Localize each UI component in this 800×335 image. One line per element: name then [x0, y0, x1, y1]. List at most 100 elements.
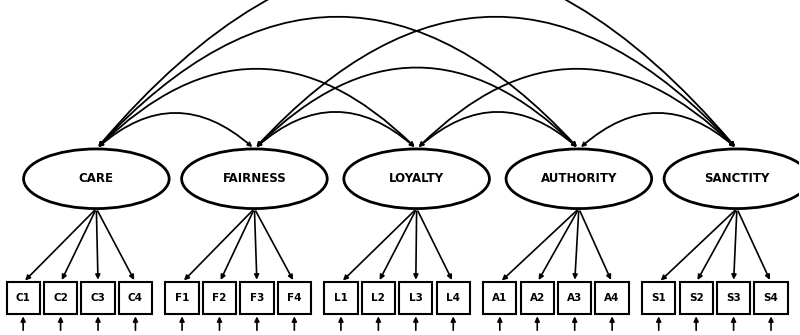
- FancyArrowPatch shape: [503, 210, 577, 279]
- FancyArrowPatch shape: [258, 68, 575, 146]
- FancyBboxPatch shape: [754, 282, 788, 314]
- Text: F3: F3: [250, 293, 264, 303]
- FancyArrowPatch shape: [732, 211, 737, 278]
- FancyArrowPatch shape: [732, 318, 735, 330]
- FancyBboxPatch shape: [240, 282, 274, 314]
- Ellipse shape: [23, 149, 169, 209]
- FancyArrowPatch shape: [134, 318, 138, 330]
- Text: SANCTITY: SANCTITY: [704, 172, 770, 185]
- FancyArrowPatch shape: [100, 69, 414, 146]
- Text: S2: S2: [689, 293, 703, 303]
- FancyArrowPatch shape: [22, 318, 25, 330]
- FancyArrowPatch shape: [258, 17, 734, 145]
- FancyArrowPatch shape: [186, 211, 253, 279]
- FancyBboxPatch shape: [166, 282, 198, 314]
- FancyBboxPatch shape: [362, 282, 395, 314]
- FancyBboxPatch shape: [642, 282, 675, 314]
- FancyArrowPatch shape: [573, 318, 577, 330]
- Text: FAIRNESS: FAIRNESS: [222, 172, 286, 185]
- FancyArrowPatch shape: [381, 211, 415, 278]
- FancyBboxPatch shape: [203, 282, 236, 314]
- Text: A4: A4: [605, 293, 620, 303]
- Text: A2: A2: [530, 293, 545, 303]
- Text: L4: L4: [446, 293, 460, 303]
- FancyArrowPatch shape: [293, 318, 296, 330]
- FancyArrowPatch shape: [698, 211, 735, 278]
- Text: S3: S3: [726, 293, 741, 303]
- FancyArrowPatch shape: [769, 318, 773, 330]
- FancyArrowPatch shape: [535, 318, 539, 330]
- FancyArrowPatch shape: [258, 112, 413, 146]
- FancyArrowPatch shape: [96, 318, 100, 330]
- FancyArrowPatch shape: [738, 211, 770, 278]
- Text: C4: C4: [128, 293, 143, 303]
- FancyArrowPatch shape: [98, 211, 134, 278]
- FancyBboxPatch shape: [558, 282, 591, 314]
- Text: F4: F4: [287, 293, 302, 303]
- Text: LOYALTY: LOYALTY: [389, 172, 444, 185]
- Text: F1: F1: [175, 293, 190, 303]
- FancyArrowPatch shape: [99, 0, 734, 145]
- FancyArrowPatch shape: [26, 210, 94, 279]
- Ellipse shape: [182, 149, 327, 209]
- FancyArrowPatch shape: [414, 211, 418, 278]
- FancyBboxPatch shape: [679, 282, 713, 314]
- FancyBboxPatch shape: [278, 282, 311, 314]
- FancyBboxPatch shape: [483, 282, 517, 314]
- FancyBboxPatch shape: [44, 282, 78, 314]
- Text: F2: F2: [212, 293, 226, 303]
- FancyArrowPatch shape: [62, 211, 95, 278]
- Text: C1: C1: [16, 293, 30, 303]
- FancyArrowPatch shape: [539, 211, 578, 278]
- FancyArrowPatch shape: [580, 211, 610, 278]
- FancyArrowPatch shape: [414, 318, 418, 330]
- FancyBboxPatch shape: [119, 282, 152, 314]
- FancyArrowPatch shape: [420, 69, 734, 146]
- FancyArrowPatch shape: [498, 318, 502, 330]
- Text: AUTHORITY: AUTHORITY: [541, 172, 617, 185]
- Text: CARE: CARE: [79, 172, 114, 185]
- FancyArrowPatch shape: [58, 318, 62, 330]
- Ellipse shape: [344, 149, 490, 209]
- FancyBboxPatch shape: [324, 282, 358, 314]
- FancyBboxPatch shape: [82, 282, 114, 314]
- FancyBboxPatch shape: [437, 282, 470, 314]
- FancyArrowPatch shape: [180, 318, 184, 330]
- FancyArrowPatch shape: [418, 211, 451, 278]
- FancyArrowPatch shape: [100, 17, 576, 145]
- FancyArrowPatch shape: [657, 318, 661, 330]
- FancyArrowPatch shape: [574, 211, 578, 278]
- FancyArrowPatch shape: [255, 318, 259, 330]
- FancyBboxPatch shape: [595, 282, 629, 314]
- FancyBboxPatch shape: [521, 282, 554, 314]
- Text: L2: L2: [371, 293, 386, 303]
- Text: L1: L1: [334, 293, 348, 303]
- Text: S4: S4: [763, 293, 778, 303]
- FancyArrowPatch shape: [222, 211, 254, 278]
- FancyArrowPatch shape: [344, 210, 414, 279]
- Ellipse shape: [664, 149, 800, 209]
- FancyBboxPatch shape: [399, 282, 433, 314]
- FancyArrowPatch shape: [377, 318, 380, 330]
- FancyBboxPatch shape: [6, 282, 40, 314]
- FancyArrowPatch shape: [610, 318, 614, 330]
- FancyArrowPatch shape: [451, 318, 455, 330]
- FancyArrowPatch shape: [339, 318, 343, 330]
- FancyArrowPatch shape: [662, 210, 735, 279]
- FancyArrowPatch shape: [256, 211, 292, 278]
- Text: A1: A1: [492, 293, 507, 303]
- FancyArrowPatch shape: [420, 112, 575, 146]
- Ellipse shape: [506, 149, 652, 209]
- FancyArrowPatch shape: [218, 318, 222, 330]
- FancyArrowPatch shape: [96, 211, 100, 278]
- FancyArrowPatch shape: [694, 318, 698, 330]
- FancyArrowPatch shape: [582, 113, 734, 146]
- Text: C2: C2: [53, 293, 68, 303]
- Text: A3: A3: [567, 293, 582, 303]
- Text: C3: C3: [90, 293, 106, 303]
- Text: S1: S1: [651, 293, 666, 303]
- FancyBboxPatch shape: [717, 282, 750, 314]
- FancyArrowPatch shape: [100, 113, 251, 146]
- Text: L3: L3: [409, 293, 422, 303]
- FancyArrowPatch shape: [254, 211, 258, 278]
